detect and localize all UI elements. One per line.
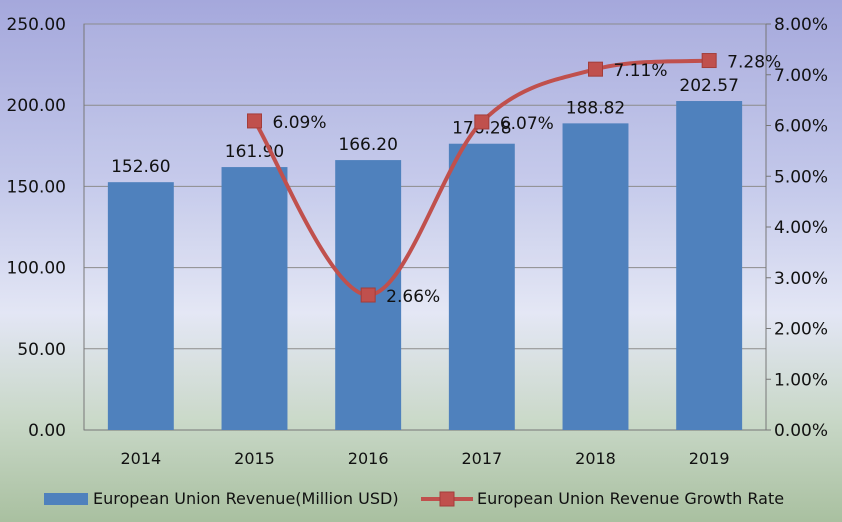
y-tick-label: 100.00 <box>7 259 66 279</box>
growth-rate-point <box>474 114 490 130</box>
y2-tick-label: 3.00% <box>774 269 828 289</box>
y2-tick-label: 0.00% <box>774 421 828 441</box>
y2-tick-label: 2.00% <box>774 320 828 340</box>
growth-rate-label: 6.09% <box>273 113 327 133</box>
legend-line-label: European Union Revenue Growth Rate <box>477 489 784 508</box>
y2-tick-label: 6.00% <box>774 117 828 137</box>
growth-rate-point <box>701 53 717 69</box>
y-tick-label: 150.00 <box>7 177 66 197</box>
y2-tick-label: 1.00% <box>774 370 828 390</box>
legend-bar-swatch <box>44 493 88 505</box>
bar <box>676 101 743 431</box>
x-tick-label: 2018 <box>575 449 616 468</box>
growth-rate-label: 2.66% <box>386 287 440 307</box>
y-tick-label: 0.00 <box>28 421 66 441</box>
bar <box>107 182 174 430</box>
legend-line-marker <box>439 491 455 507</box>
y2-tick-label: 8.00% <box>774 15 828 35</box>
bar-data-label: 152.60 <box>111 157 170 177</box>
y2-tick-label: 7.00% <box>774 66 828 86</box>
growth-rate-label: 6.07% <box>500 114 554 134</box>
growth-rate-line <box>252 58 712 298</box>
growth-rate-label: 7.11% <box>614 61 668 81</box>
y-tick-label: 50.00 <box>17 340 66 360</box>
bar <box>221 167 288 430</box>
bar-data-label: 166.20 <box>338 135 397 155</box>
x-tick-label: 2015 <box>234 449 275 468</box>
x-tick-label: 2016 <box>348 449 389 468</box>
x-tick-label: 2019 <box>689 449 730 468</box>
growth-rate-point <box>360 287 376 303</box>
bar <box>562 123 629 430</box>
bar-data-label: 188.82 <box>566 98 625 118</box>
y-tick-label: 250.00 <box>7 15 66 35</box>
growth-rate-point <box>588 61 603 77</box>
growth-rate-point <box>247 113 262 129</box>
y2-tick-label: 5.00% <box>774 167 828 187</box>
growth-rate-label: 7.28% <box>727 53 781 73</box>
y2-tick-label: 4.00% <box>774 218 828 238</box>
legend-bar-label: European Union Revenue(Million USD) <box>93 489 399 508</box>
y-tick-label: 200.00 <box>7 96 66 116</box>
plot-area <box>83 23 767 431</box>
bar <box>448 143 515 430</box>
x-tick-label: 2017 <box>461 449 502 468</box>
bar-data-label: 202.57 <box>679 76 738 96</box>
x-tick-label: 2014 <box>120 449 161 468</box>
